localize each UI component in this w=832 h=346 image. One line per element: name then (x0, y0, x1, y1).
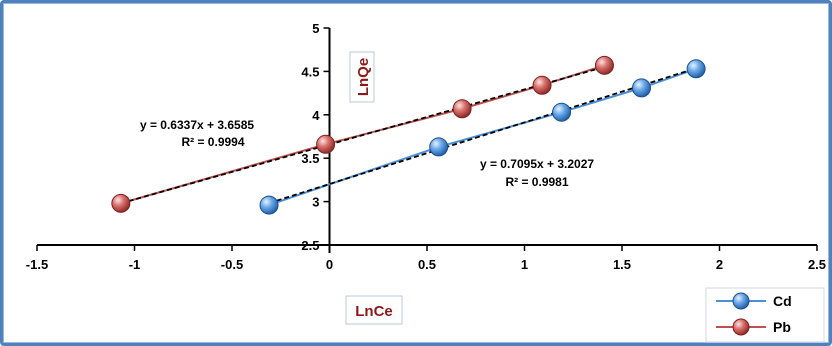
equation-label-pb: y = 0.6337x + 3.6585 R² = 0.9994 (140, 118, 254, 149)
data-point-pb (532, 75, 552, 95)
x-tick-label: 1.5 (613, 257, 631, 272)
y-axis-title-text: LnQe (355, 58, 372, 96)
legend-label-pb: Pb (773, 319, 791, 335)
data-point-cd (632, 78, 651, 98)
y-tick-label: 4.5 (301, 64, 319, 79)
legend: Cd Pb (705, 287, 825, 343)
data-point-pb (111, 193, 131, 213)
r2-cd: R² = 0.9981 (505, 175, 568, 189)
data-point-cd (552, 102, 572, 122)
equation-label-cd: y = 0.7095x + 3.2027 R² = 0.9981 (480, 157, 594, 189)
x-tick-label: 2 (716, 257, 723, 272)
data-point-pb (316, 134, 336, 154)
y-axis-title: LnQe (349, 51, 375, 103)
data-point-cd (686, 59, 706, 79)
data-point-cd (259, 195, 279, 215)
y-tick-label: 4 (312, 108, 320, 123)
x-axis-title: LnCe (345, 295, 403, 325)
legend-label-cd: Cd (773, 293, 792, 309)
legend-marker-cd (732, 292, 750, 310)
x-tick-label: -0.5 (221, 257, 243, 272)
data-point-cd (429, 137, 449, 157)
legend-item-cd: Cd (716, 292, 792, 310)
legend-item-pb: Pb (716, 318, 791, 336)
r2-pb: R² = 0.9994 (181, 135, 244, 149)
x-tick-label: 2.5 (808, 257, 826, 272)
y-tick-label: 3 (312, 195, 319, 210)
x-tick-label: 1 (521, 257, 528, 272)
x-axis-title-text: LnCe (355, 303, 393, 320)
legend-marker-pb (732, 318, 750, 336)
x-tick-label: -1 (129, 257, 141, 272)
trendline-pb (120, 66, 605, 205)
x-tick-label: -1.5 (26, 257, 48, 272)
axes: -1.5 -1 -0.5 0 0.5 1 1.5 2 2.5 2.5 3 3.5 4 4.5 5 (26, 21, 826, 272)
y-tick-label: 3.5 (301, 151, 319, 166)
data-point-pb (594, 55, 614, 75)
equation-cd: y = 0.7095x + 3.2027 (480, 157, 594, 171)
y-tick-label: 5 (312, 21, 319, 36)
data-points (111, 55, 706, 215)
x-tick-label: 0 (326, 257, 333, 272)
data-point-pb (452, 99, 472, 119)
trendline-cd (268, 67, 697, 204)
x-tick-label: 0.5 (418, 257, 436, 272)
y-tick-label: 2.5 (301, 238, 319, 253)
equation-pb: y = 0.6337x + 3.6585 (140, 118, 254, 132)
